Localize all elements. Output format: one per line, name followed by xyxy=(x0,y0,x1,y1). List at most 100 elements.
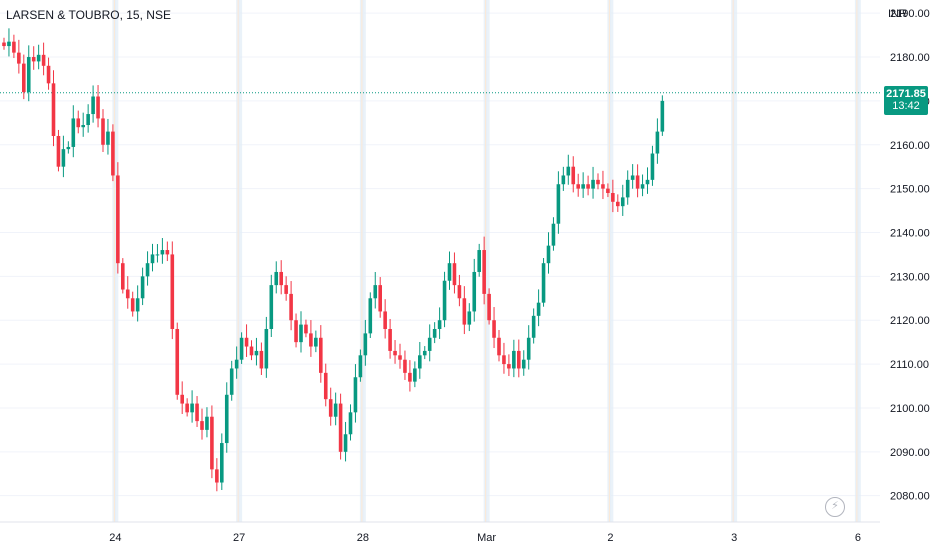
candle-body xyxy=(96,96,100,119)
candle-body xyxy=(61,149,66,167)
chart-title: LARSEN & TOUBRO, 15, NSE xyxy=(6,8,171,22)
candle-body xyxy=(581,184,585,189)
candle-body xyxy=(26,57,31,93)
candle-body xyxy=(234,359,239,369)
candle-body xyxy=(526,337,531,360)
candle-body xyxy=(507,364,511,369)
candle-body xyxy=(606,188,610,194)
candle-body xyxy=(284,285,288,294)
session-band xyxy=(236,0,243,522)
candle-body xyxy=(56,135,61,167)
candle-body xyxy=(452,263,457,286)
session-band xyxy=(731,0,738,522)
candle-body xyxy=(611,193,615,202)
price-tick-label: 2140.00 xyxy=(890,227,930,239)
candle-body xyxy=(170,254,175,329)
candle-body xyxy=(408,372,412,382)
lightning-icon[interactable]: ⚡ xyxy=(825,497,845,517)
candle-body xyxy=(17,52,21,64)
candle-body xyxy=(541,263,546,303)
candle-body xyxy=(101,118,105,145)
price-tick-label: 2120.00 xyxy=(890,315,930,327)
candle-body xyxy=(259,350,264,369)
candle-body xyxy=(41,54,46,66)
candle-body xyxy=(106,131,110,145)
candle-body xyxy=(86,114,90,126)
candle-body xyxy=(185,403,189,413)
candle-body xyxy=(244,337,249,347)
candle-body xyxy=(269,285,274,329)
candle-body xyxy=(442,280,447,321)
candle-body xyxy=(422,350,427,356)
candle-body xyxy=(309,333,313,347)
candle-body xyxy=(576,184,580,189)
candle-body xyxy=(210,416,214,470)
price-axis[interactable]: 2190.002180.002170.002160.002150.002140.… xyxy=(890,8,930,503)
candle-body xyxy=(91,96,95,115)
candle-body xyxy=(200,421,204,430)
candle-body xyxy=(224,394,229,444)
candle-body xyxy=(2,42,6,47)
price-tick-label: 2110.00 xyxy=(890,359,929,371)
candle-body xyxy=(71,118,76,147)
candle-body xyxy=(125,289,130,299)
session-band xyxy=(359,0,366,522)
candle-body xyxy=(502,355,506,365)
candle-body xyxy=(254,350,259,356)
candle-body xyxy=(427,337,432,351)
candle-body xyxy=(155,254,160,256)
candle-body xyxy=(348,412,353,435)
candle-body xyxy=(249,346,254,356)
candle-body xyxy=(546,245,551,264)
candle-body xyxy=(432,328,437,338)
candle-body xyxy=(383,311,387,329)
candle-body xyxy=(135,298,140,312)
currency-label: INR xyxy=(888,8,907,20)
candle-body xyxy=(630,175,635,180)
candles xyxy=(2,28,665,492)
candle-body xyxy=(165,250,170,255)
candle-body xyxy=(46,65,51,84)
candle-body xyxy=(640,184,645,189)
candle-body xyxy=(467,311,472,325)
candle-body xyxy=(121,263,125,290)
candle-body xyxy=(140,276,145,299)
time-axis[interactable]: 242728Mar23612: xyxy=(109,532,932,544)
time-tick-label: 2 xyxy=(607,532,613,544)
candle-body xyxy=(462,298,467,325)
candle-body xyxy=(343,434,348,452)
candle-body xyxy=(304,324,308,334)
candle-body xyxy=(398,355,402,360)
candle-body xyxy=(482,250,486,294)
last-price-value: 2171.85 xyxy=(886,87,926,100)
candle-body xyxy=(512,350,516,369)
time-tick-label: Mar xyxy=(477,532,496,544)
candle-body xyxy=(497,337,501,356)
candle-body xyxy=(645,179,650,185)
candle-body xyxy=(319,337,323,373)
candle-body xyxy=(660,100,665,132)
time-tick-label: 27 xyxy=(233,532,245,544)
session-breaks xyxy=(112,0,861,522)
candle-body xyxy=(76,118,81,128)
candle-body xyxy=(116,175,120,264)
candle-body xyxy=(447,263,452,281)
price-tick-label: 2180.00 xyxy=(890,52,930,64)
candle-body xyxy=(220,443,224,483)
candle-body xyxy=(31,57,36,62)
candle-body xyxy=(314,337,318,347)
candle-body xyxy=(7,41,11,47)
candle-body xyxy=(487,293,491,321)
candle-body xyxy=(571,166,576,185)
candle-body xyxy=(551,223,556,246)
price-tick-label: 2080.00 xyxy=(890,491,930,503)
candle-body xyxy=(289,293,293,321)
candle-body xyxy=(358,355,363,378)
price-tick-label: 2150.00 xyxy=(890,184,930,196)
bar-countdown: 13:42 xyxy=(892,99,920,112)
candle-body xyxy=(22,63,26,93)
candle-body xyxy=(160,250,165,255)
candle-body xyxy=(378,285,382,312)
candle-body xyxy=(531,315,536,338)
